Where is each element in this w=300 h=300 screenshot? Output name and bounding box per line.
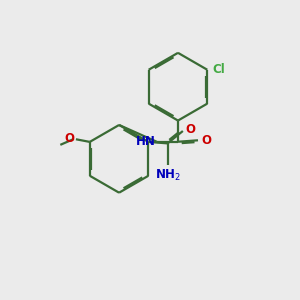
Text: NH$_2$: NH$_2$	[154, 167, 181, 183]
Text: O: O	[64, 132, 74, 145]
Text: HN: HN	[135, 135, 155, 148]
Text: Cl: Cl	[213, 63, 225, 76]
Text: O: O	[186, 123, 196, 136]
Text: O: O	[202, 134, 212, 147]
